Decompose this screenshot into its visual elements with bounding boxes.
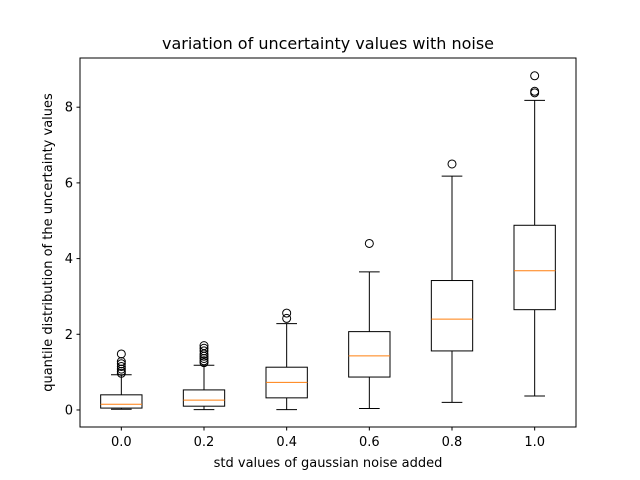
y-axis-label: quantile distribution of the uncertainty… xyxy=(41,93,56,392)
box-group-0-2 xyxy=(182,341,226,411)
outlier-point xyxy=(116,359,126,369)
box-group-0-0 xyxy=(100,349,143,410)
interquartile-box xyxy=(100,394,143,409)
outlier-point xyxy=(199,341,209,351)
x-axis-label: std values of gaussian noise added xyxy=(214,456,443,471)
y-tick-label: 8 xyxy=(65,101,73,116)
interquartile-box xyxy=(430,280,474,352)
outlier-point xyxy=(199,356,209,366)
interquartile-box xyxy=(348,331,391,378)
box-group-0-8 xyxy=(430,159,474,403)
outlier-point xyxy=(282,308,292,318)
box-group-0-4 xyxy=(265,308,308,411)
x-tick-label: 1.0 xyxy=(524,435,545,450)
outlier-point xyxy=(530,86,540,96)
x-tick-label: 0.0 xyxy=(111,435,132,450)
outlier-point xyxy=(530,71,540,81)
plot-area: 0 2 4 6 8 0.0 0.2 0.4 0.6 0.8 1.0 xyxy=(65,71,556,450)
interquartile-box xyxy=(182,389,226,407)
outlier-point xyxy=(116,349,126,359)
outlier-point xyxy=(364,238,374,248)
x-tick-label: 0.4 xyxy=(276,435,297,450)
box-group-1-0 xyxy=(513,71,556,397)
y-tick-label: 6 xyxy=(65,176,73,191)
interquartile-box xyxy=(513,224,556,311)
outlier-point xyxy=(447,159,457,169)
x-tick-label: 0.2 xyxy=(194,435,215,450)
box-group-0-6 xyxy=(348,238,391,409)
outlier-point xyxy=(116,361,126,371)
chart-title: variation of uncertainty values with noi… xyxy=(162,34,494,53)
outlier-point xyxy=(282,313,292,323)
x-tick-label: 0.8 xyxy=(442,435,463,450)
y-tick-label: 4 xyxy=(65,252,73,267)
outlier-point xyxy=(199,343,209,353)
y-tick-label: 2 xyxy=(65,328,73,343)
x-tick-label: 0.6 xyxy=(359,435,380,450)
y-tick-label: 0 xyxy=(65,403,73,418)
outlier-point xyxy=(199,346,209,356)
axes-frame xyxy=(79,57,577,428)
